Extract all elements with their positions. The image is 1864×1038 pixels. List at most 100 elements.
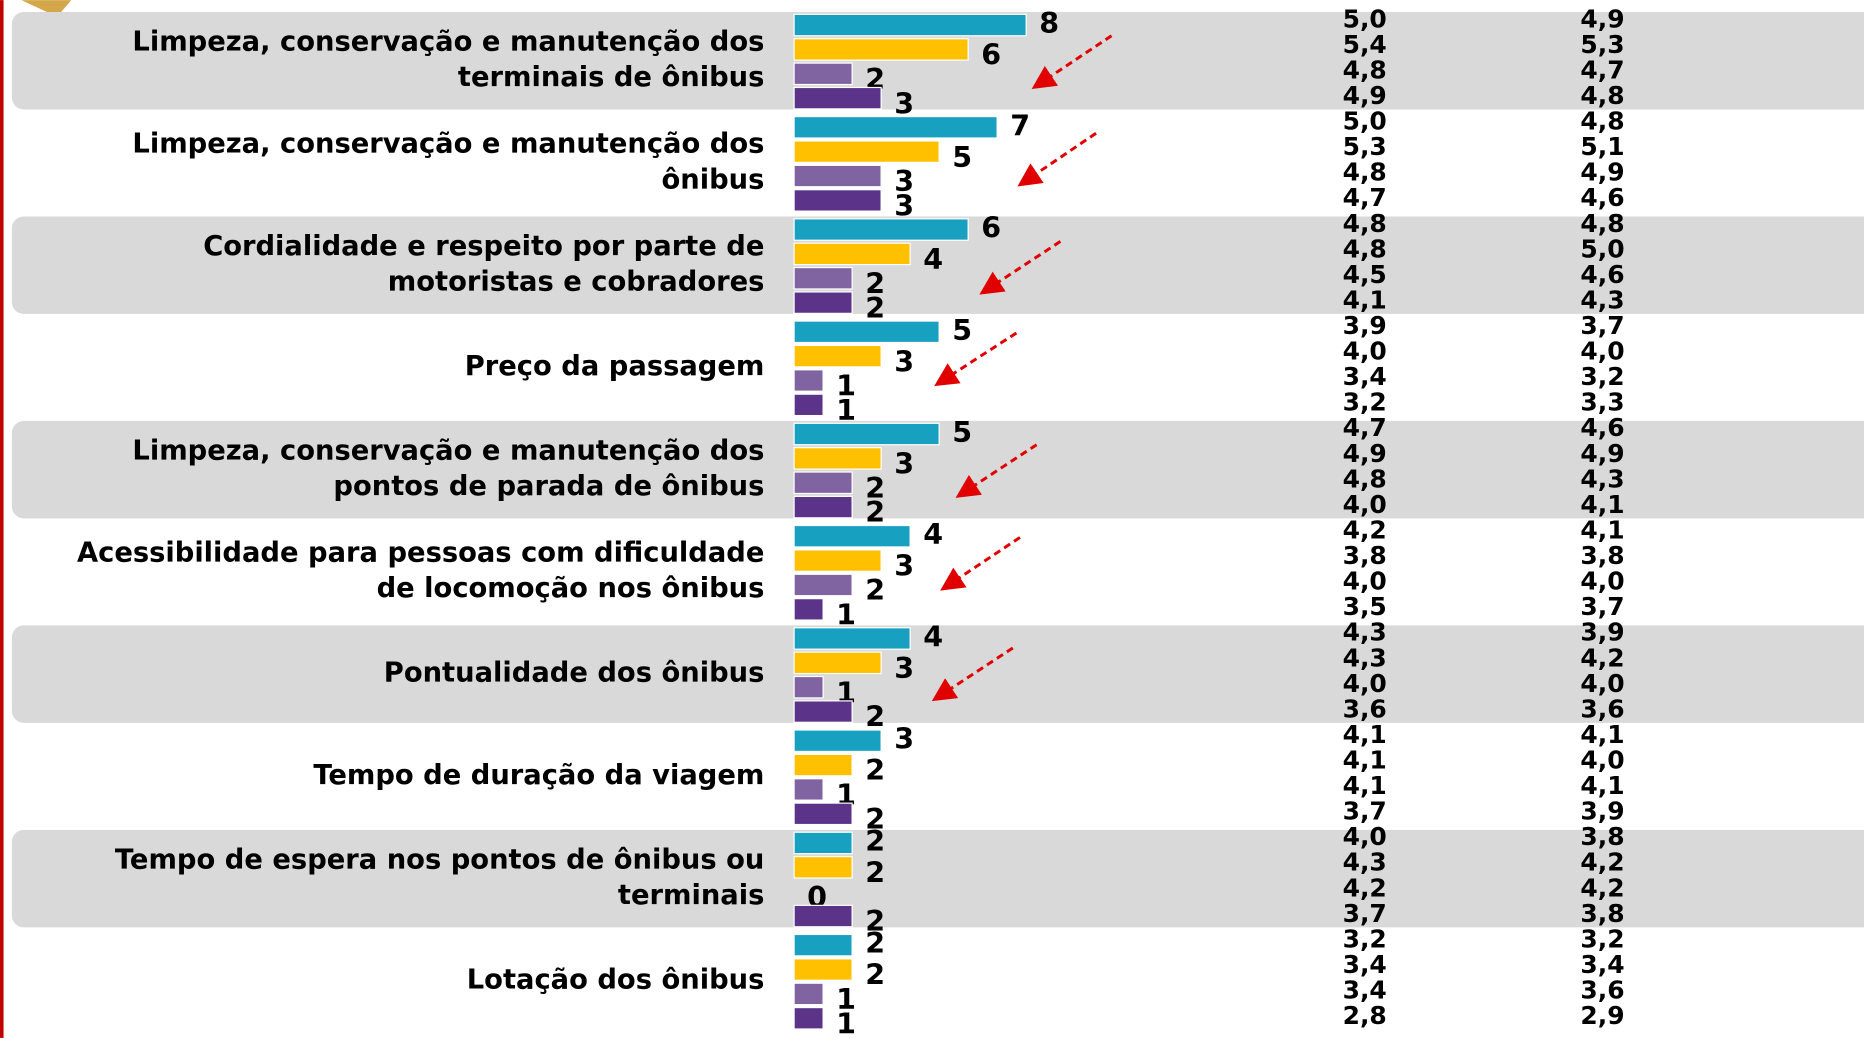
side-value: 3,2 [1580,924,1624,953]
arrow [934,331,1018,387]
side-value: 4,0 [1343,337,1387,366]
bar [793,320,940,344]
arrow [955,443,1038,498]
side-value: 4,8 [1343,158,1387,187]
side-value: 5,0 [1343,107,1387,136]
side-value: 4,6 [1580,413,1624,442]
side-value: 4,8 [1580,81,1624,110]
data-label: 1 [836,1007,856,1038]
side-value: 4,3 [1343,618,1387,647]
bar [793,422,940,446]
bar [793,471,853,495]
bar [793,958,853,981]
bar [793,242,911,266]
side-value: 3,5 [1343,592,1387,621]
left-border [0,0,4,1038]
category-label: terminais de ônibus [458,62,764,93]
data-label: 2 [865,574,885,607]
side-value: 4,3 [1343,848,1387,877]
side-value: 4,0 [1580,337,1624,366]
bar [793,1006,824,1030]
side-value: 3,6 [1580,694,1624,723]
side-value: 3,6 [1343,694,1387,723]
category-label: Preço da passagem [465,351,765,382]
bar [793,802,853,826]
category-label: Cordialidade e respeito por parte de [203,231,764,262]
bar [793,266,853,290]
bar [793,753,853,777]
arrow [1031,34,1113,89]
category-label: motoristas e cobradores [388,267,765,298]
side-value: 5,1 [1580,132,1624,161]
side-value: 3,4 [1343,362,1387,391]
side-value: 2,8 [1343,1001,1387,1030]
side-value: 4,0 [1580,669,1624,698]
bar [793,573,853,597]
side-value: 3,7 [1343,899,1387,928]
side-value: 3,8 [1580,822,1624,851]
side-value: 4,7 [1580,55,1624,84]
side-value: 3,8 [1343,541,1387,570]
bar [793,982,824,1006]
data-label: 2 [865,754,885,787]
side-value: 5,4 [1343,30,1387,59]
arrow [1017,132,1097,187]
side-value: 4,8 [1580,107,1624,136]
data-label: 2 [865,959,885,992]
side-value: 4,3 [1343,643,1387,672]
data-label: 3 [894,165,914,198]
side-value: 4,0 [1580,746,1624,775]
data-label: 2 [865,803,885,836]
side-value: 4,9 [1343,81,1387,110]
category-label: terminais [618,880,764,911]
side-value: 3,4 [1580,950,1624,979]
side-value: 4,1 [1580,515,1624,544]
bar [793,627,911,650]
side-value: 4,8 [1343,464,1387,493]
row-band [11,420,1864,519]
side-value: 3,8 [1580,541,1624,570]
bar [793,189,882,212]
bar [793,393,824,417]
bar [793,778,824,801]
side-value: 4,1 [1580,490,1624,519]
side-value: 4,1 [1580,720,1624,749]
data-label: 3 [894,550,914,583]
side-value: 4,6 [1580,260,1624,289]
bar [793,291,853,314]
category-label: Limpeza, conservação e manutenção dos [132,129,764,160]
side-value: 4,0 [1343,490,1387,519]
bar [793,495,853,519]
row-band [11,829,1864,928]
side-value: 4,6 [1580,183,1624,212]
bar [793,831,853,855]
category-label: Lotação dos ônibus [467,964,765,995]
side-value: 4,9 [1580,158,1624,187]
data-label: 3 [894,652,914,685]
side-value: 4,2 [1343,873,1387,902]
category-label: Limpeza, conservação e manutenção dos [132,26,764,57]
data-label: 1 [836,394,856,427]
data-label: 6 [981,212,1001,245]
bar [793,344,882,368]
data-label: 2 [865,292,885,325]
data-label: 2 [865,927,885,960]
data-label: 5 [952,314,972,347]
arrow [979,240,1062,295]
side-value: 4,1 [1343,285,1387,314]
category-label: Pontualidade dos ônibus [384,658,765,689]
data-label: 2 [865,472,885,505]
bar [793,369,824,392]
side-value: 4,8 [1343,234,1387,263]
data-label: 5 [952,416,972,449]
side-value: 3,4 [1343,976,1387,1005]
category-label: pontos de parada de ônibus [333,471,764,502]
bar [793,598,824,621]
side-value: 4,5 [1343,260,1387,289]
side-value: 3,2 [1580,362,1624,391]
category-label: Tempo de espera nos pontos de ônibus ou [115,844,764,875]
data-label: 4 [923,518,943,551]
bar [793,86,882,110]
